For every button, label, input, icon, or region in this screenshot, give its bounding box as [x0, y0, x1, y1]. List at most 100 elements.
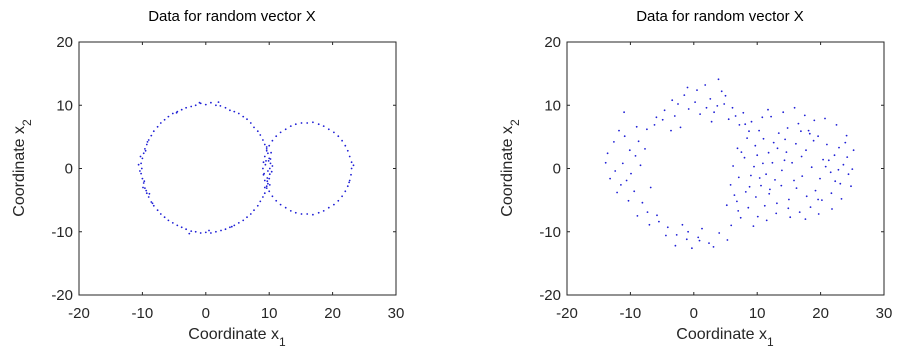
data-point: [720, 90, 723, 93]
data-point: [756, 154, 759, 157]
data-point: [144, 149, 147, 152]
data-point: [350, 161, 353, 164]
data-point: [783, 159, 786, 162]
data-point: [312, 213, 314, 216]
data-point: [758, 129, 760, 132]
data-point: [681, 223, 684, 226]
data-point: [194, 104, 197, 107]
x-tick-labels: -20 -10 0 10 20 30: [68, 305, 404, 322]
data-point: [229, 226, 231, 229]
data-point: [633, 190, 636, 193]
data-point: [348, 155, 351, 158]
tick-marks: [78, 41, 397, 296]
data-point: [156, 209, 159, 212]
data-point: [140, 162, 143, 165]
data-point: [658, 220, 660, 223]
data-point: [835, 124, 838, 126]
y-axis-label: Coordinate x2: [11, 119, 34, 217]
data-point: [817, 213, 820, 215]
data-point: [147, 196, 150, 198]
data-point: [723, 103, 726, 105]
data-point: [663, 109, 666, 112]
data-point: [753, 165, 755, 168]
data-point: [270, 170, 273, 173]
data-point: [237, 112, 240, 115]
data-point: [190, 230, 193, 233]
data-point: [732, 165, 734, 167]
data-point: [230, 225, 233, 228]
data-point: [712, 246, 715, 248]
data-point: [620, 184, 622, 186]
data-point: [185, 228, 188, 231]
data-point: [256, 204, 259, 207]
data-point: [635, 125, 638, 128]
y-axis-label-text: Coordinate x: [499, 126, 516, 217]
data-point: [348, 181, 350, 184]
data-point: [224, 106, 227, 109]
data-point: [769, 188, 771, 191]
x-axis-label: Coordinate x1: [188, 326, 286, 349]
data-point: [190, 105, 193, 108]
data-point: [771, 161, 774, 164]
data-point: [737, 210, 740, 212]
data-point: [144, 148, 146, 150]
data-point: [224, 228, 227, 231]
data-point: [279, 203, 282, 206]
data-point: [215, 104, 217, 107]
data-point: [831, 208, 833, 210]
data-point: [733, 194, 736, 197]
x-axis-label-subscript: 1: [767, 335, 774, 349]
data-point: [265, 146, 268, 148]
data-point: [744, 191, 747, 193]
data-point: [159, 213, 162, 215]
data-point: [271, 139, 274, 142]
data-point: [246, 118, 248, 121]
data-point: [837, 168, 840, 171]
data-point: [156, 125, 159, 128]
data-point: [271, 165, 274, 167]
data-point: [677, 103, 679, 105]
data-point: [237, 222, 240, 224]
data-point: [142, 186, 144, 189]
data-point: [709, 98, 712, 100]
data-point: [344, 144, 347, 147]
data-point: [279, 131, 282, 134]
data-point: [204, 103, 207, 106]
x-tick-label: -10: [620, 305, 642, 322]
data-point: [606, 152, 609, 155]
x-tick-label: -20: [68, 305, 90, 322]
data-point: [266, 177, 269, 179]
data-point: [824, 165, 827, 168]
data-point: [348, 179, 351, 182]
data-point: [795, 142, 797, 145]
data-point: [797, 122, 800, 125]
data-point: [259, 200, 262, 203]
data-point: [630, 172, 632, 175]
data-point: [697, 236, 700, 239]
data-point: [217, 101, 220, 103]
data-point: [738, 124, 741, 126]
data-point: [691, 247, 693, 250]
data-point: [834, 180, 837, 183]
y-tick-labels: 20 10 0 -10 -20: [539, 34, 561, 304]
data-point: [625, 179, 628, 182]
x-tick-label: 20: [324, 305, 341, 322]
data-point: [826, 143, 828, 146]
data-point: [726, 239, 729, 241]
data-point: [747, 206, 750, 209]
data-point: [265, 149, 268, 152]
data-point: [265, 160, 267, 162]
data-point: [262, 167, 264, 170]
data-point: [145, 143, 148, 146]
data-point: [263, 172, 265, 175]
data-points: [137, 101, 355, 235]
data-point: [263, 155, 266, 158]
data-point: [670, 129, 672, 132]
data-point: [141, 177, 144, 180]
data-point: [294, 123, 297, 126]
data-point: [141, 157, 144, 160]
data-point: [736, 200, 738, 203]
data-point: [233, 110, 236, 113]
data-point: [210, 101, 212, 104]
